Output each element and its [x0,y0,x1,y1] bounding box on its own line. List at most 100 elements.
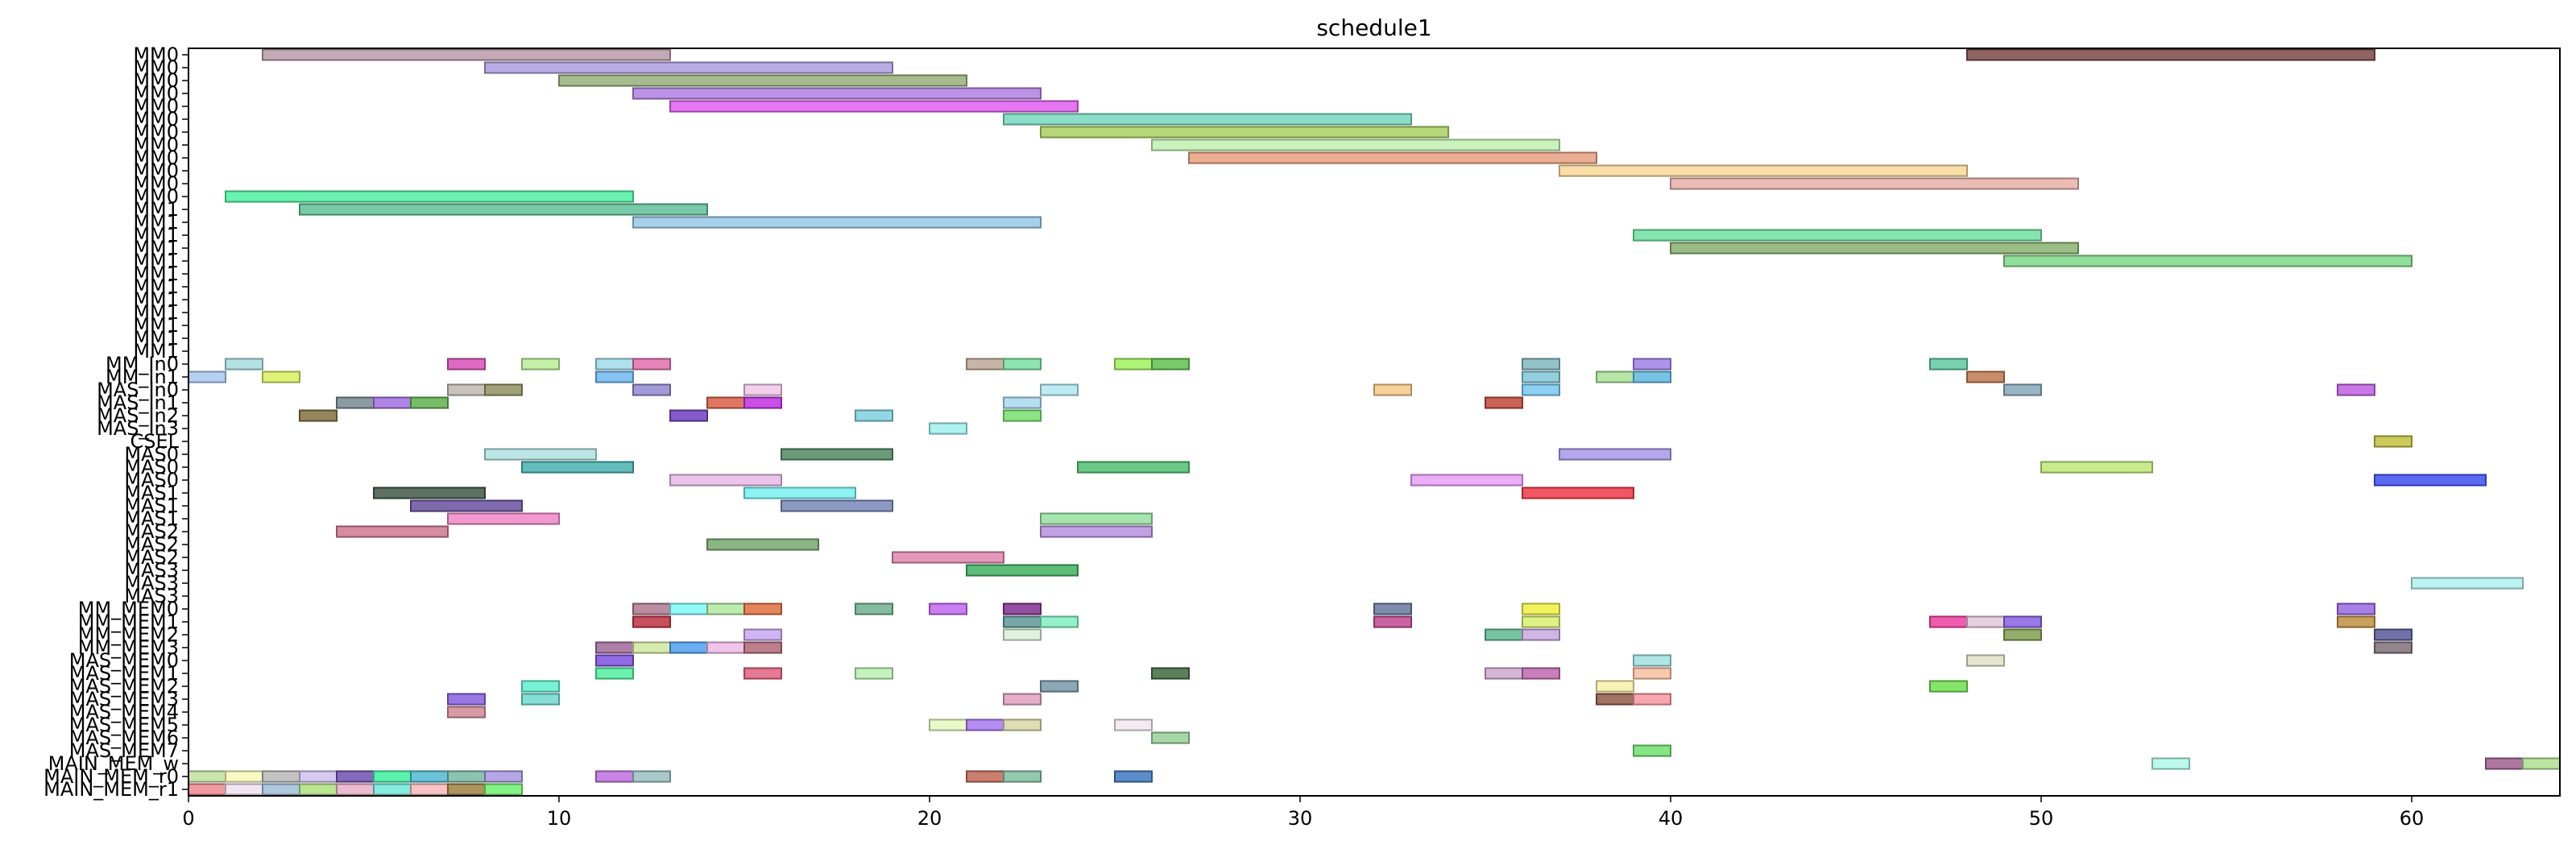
task-bar [373,783,412,796]
task-bar [743,603,782,615]
x-tick-label: 60 [2400,807,2425,830]
task-bar [2040,461,2153,474]
task-bar [1522,371,1560,383]
task-bar [2003,615,2042,628]
y-tick-label: MAIN_MEM_w [48,752,179,775]
task-bar [669,641,708,654]
task-bar [336,396,375,409]
task-bar [706,641,745,654]
y-tick-label: MAS_In1 [97,391,179,414]
task-bar [1559,164,1968,177]
task-bar [781,448,893,461]
task-bar [1003,719,1042,731]
chart-title: schedule1 [1316,14,1431,41]
task-bar [447,693,486,706]
y-tick-label: MAS3 [124,559,179,582]
task-bar [1633,667,1671,680]
task-bar [410,770,449,783]
task-bar [595,358,634,371]
task-bar [595,371,634,383]
task-bar [1114,719,1153,731]
task-bar [595,641,634,654]
y-tick-label: MM0 [133,95,179,118]
task-bar [558,74,967,87]
y-tick-label: MM1 [133,263,179,285]
task-bar [1485,667,1523,680]
task-bar [781,499,893,512]
task-bar [595,770,634,783]
task-bar [669,474,782,487]
task-bar [225,770,263,783]
task-bar [929,422,967,435]
y-tick-label: MM1 [133,314,179,337]
y-tick-label: MM_In0 [106,353,179,375]
task-bar [595,667,634,680]
task-bar [2337,615,2375,628]
x-tick-label: 0 [182,807,194,830]
task-bar [1040,126,1449,139]
task-bar [1522,487,1634,499]
task-bar [1040,525,1153,538]
task-bar [929,603,967,615]
task-bar [2003,628,2042,641]
task-bar [1966,371,2005,383]
y-tick-label: MAS1 [124,507,179,530]
y-tick-label: MM0 [133,108,179,130]
task-bar [2003,255,2412,267]
task-bar [1522,667,1560,680]
task-bar [669,409,708,422]
task-bar [484,783,523,796]
y-tick-label: MAS_MEM7 [69,739,179,762]
y-tick-label: MAS2 [124,546,179,569]
y-tick-label: MM0 [133,147,179,169]
task-bar [706,538,819,551]
y-tick-label: MM1 [133,327,179,350]
task-bar [1003,693,1042,706]
task-bar [1966,48,2375,61]
task-bar [632,383,671,396]
task-bar [484,383,523,396]
y-tick-label: MAS3 [124,572,179,594]
task-bar [447,383,486,396]
y-tick-label: MM_MEM3 [78,636,179,659]
task-bar [262,783,300,796]
task-bar [743,396,782,409]
task-bar [1151,139,1560,151]
task-bar [373,396,412,409]
task-bar [632,603,671,615]
task-bar [1151,358,1190,371]
y-tick-label: MM0 [133,121,179,143]
y-tick-label: MM0 [133,185,179,208]
task-bar [1966,615,2005,628]
task-bar [447,512,560,525]
task-bar [1522,615,1560,628]
task-bar [1670,242,2079,255]
task-bar [966,719,1004,731]
y-tick-label: MAS_MEM6 [69,727,179,749]
task-bar [1373,615,1412,628]
task-bar [1485,628,1523,641]
task-bar [2411,577,2524,590]
task-bar [966,564,1079,577]
task-bar [1522,628,1560,641]
y-tick-label: MM0 [133,43,179,66]
task-bar [595,654,634,667]
task-bar [1522,358,1560,371]
y-tick-label: MM_In1 [106,366,179,388]
task-bar [1966,654,2005,667]
task-bar [521,680,560,693]
y-tick-label: MAS_MEM2 [69,675,179,698]
task-bar [2151,757,2190,770]
y-tick-label: MM_MEM2 [78,623,179,646]
task-bar [262,770,300,783]
task-bar [336,525,449,538]
task-bar [373,770,412,783]
task-bar [336,770,375,783]
task-bar [447,358,486,371]
task-bar [299,783,338,796]
task-bar [669,603,708,615]
task-bar [521,461,634,474]
task-bar [743,641,782,654]
task-bar [1633,229,2042,242]
